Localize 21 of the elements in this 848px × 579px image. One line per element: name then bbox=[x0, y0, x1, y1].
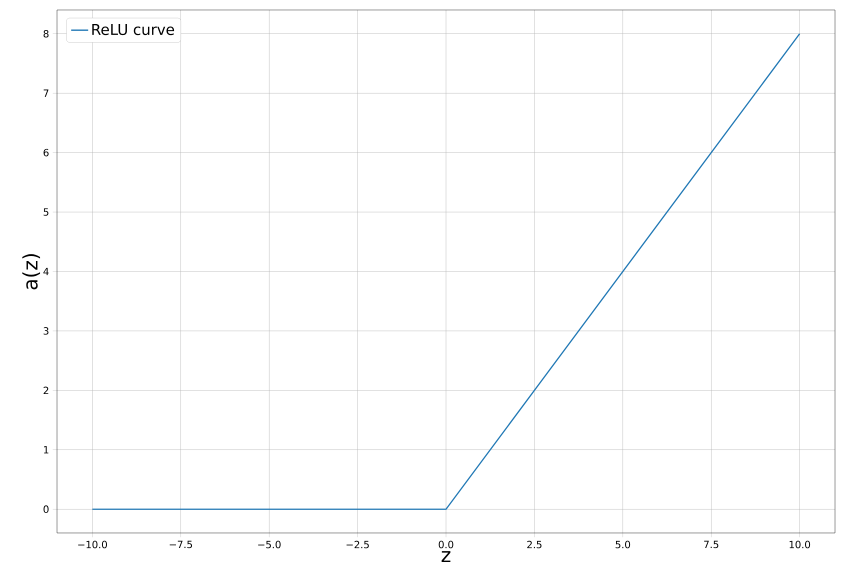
x-tick-label: 0.0 bbox=[438, 540, 454, 548]
y-tick-label: 0 bbox=[44, 505, 49, 513]
y-tick-label: 4 bbox=[43, 268, 49, 276]
y-tick-label: 1 bbox=[44, 446, 48, 454]
x-tick-label: −2.5 bbox=[346, 540, 369, 548]
x-tick-label: −7.5 bbox=[170, 540, 192, 548]
y-tick-label: 3 bbox=[44, 327, 48, 335]
x-tick-label: 7.5 bbox=[704, 540, 718, 548]
x-tick-label: −10.0 bbox=[78, 540, 107, 548]
x-tick-label: −5.0 bbox=[258, 540, 281, 548]
x-tick-label: 2.5 bbox=[527, 540, 542, 548]
y-tick-label: 6 bbox=[44, 148, 49, 156]
y-tick-label: 5 bbox=[44, 208, 48, 216]
x-tick-label: 5.0 bbox=[616, 540, 630, 548]
y-axis-title: a(z) bbox=[22, 254, 40, 290]
y-tick-label: 8 bbox=[44, 30, 49, 38]
y-tick-label: 7 bbox=[44, 90, 48, 97]
y-tick-label: 2 bbox=[44, 386, 48, 394]
x-axis-title: z bbox=[442, 551, 450, 562]
legend-label: ReLU curve bbox=[92, 24, 174, 36]
x-tick-label: 10.0 bbox=[790, 540, 810, 548]
